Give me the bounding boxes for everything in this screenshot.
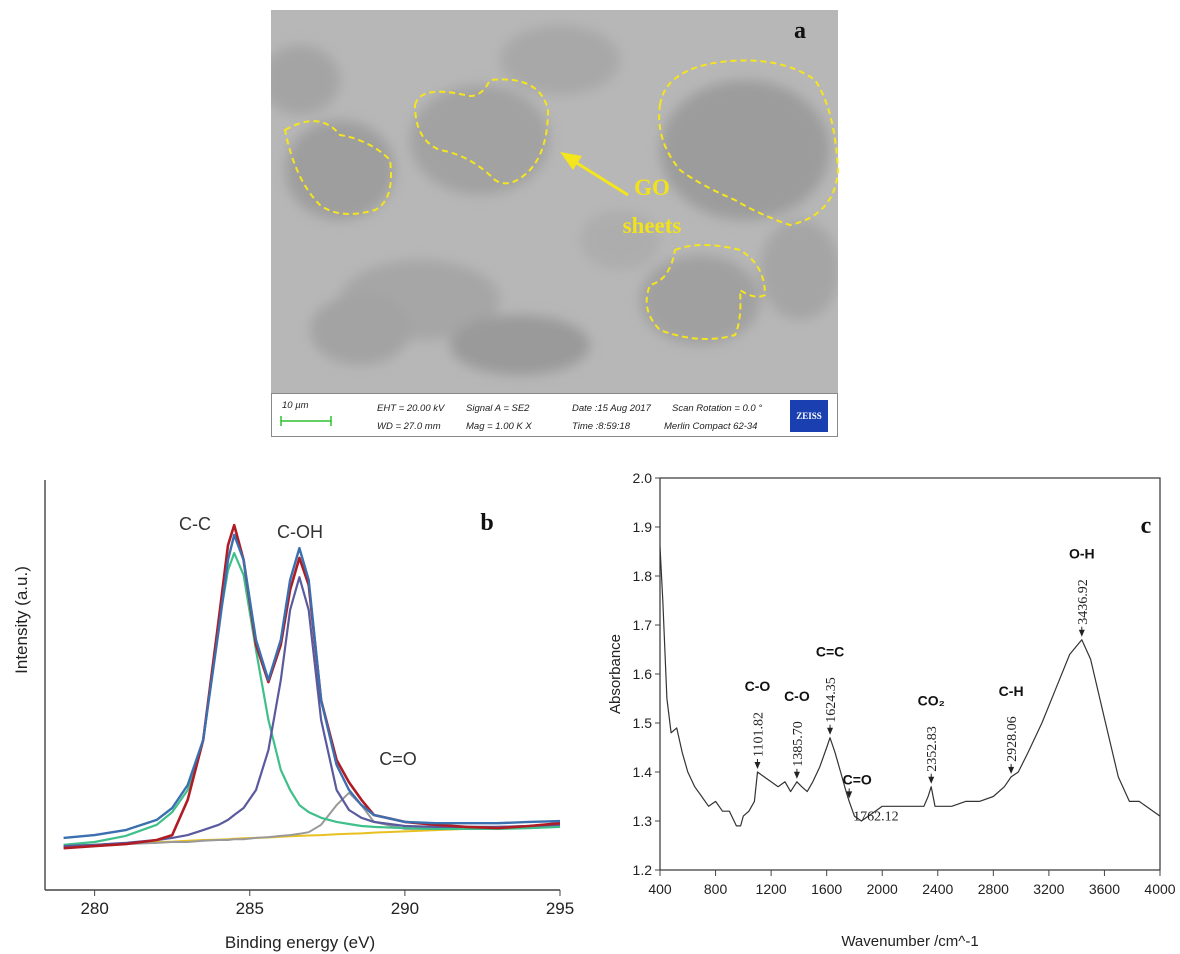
y-tick-label: 1.5 [633, 715, 653, 731]
peak-arrowhead [827, 727, 834, 735]
peak-group: C-H [999, 683, 1024, 699]
peak-value: 1762.12 [853, 809, 899, 824]
x-tick-label: 400 [648, 881, 672, 897]
y-tick-label: 1.4 [633, 764, 653, 780]
peak-value: 1624.35 [824, 677, 839, 723]
data-line [63, 791, 561, 848]
sem-info: Time :8:59:18 [572, 421, 631, 432]
peak-marker: 1385.70 C-O [784, 688, 810, 779]
sem-info: Merlin Compact 62-34 [664, 421, 757, 432]
peak-arrowhead [1008, 766, 1015, 774]
y-tick-label: 2.0 [633, 470, 653, 486]
panel-label: a [794, 18, 806, 44]
peak-marker: 1762.12 C=O [843, 771, 899, 824]
data-line [63, 523, 561, 850]
chart-panel: 400 800 1200 1600 2000 2400 2800 3200 3600 4000 1.… [607, 470, 1176, 950]
peak-value: 3436.92 [1076, 579, 1091, 625]
x-axis-title: Binding energy (eV) [225, 933, 375, 952]
peak-arrowhead [928, 776, 935, 784]
sem-info: Scan Rotation = 0.0 ° [672, 403, 762, 414]
x-tick-label: 1200 [756, 881, 787, 897]
x-tick-label: 295 [546, 899, 574, 918]
chart-panel: 280 285 290 295 Binding energy (eV) Intensity… [12, 480, 574, 952]
x-tick-label: 285 [236, 899, 264, 918]
scale-bar-label: 10 µm [282, 400, 309, 411]
x-tick-label: 2400 [922, 881, 953, 897]
data-line [63, 551, 561, 846]
peak-annotation: C=O [379, 749, 417, 769]
logo: ZEISS [796, 411, 822, 421]
peak-group: C-O [745, 678, 771, 694]
peak-value: 1385.70 [791, 721, 806, 767]
y-tick-label: 1.8 [633, 568, 653, 584]
peak-value: 1101.82 [751, 712, 766, 757]
peak-value: 2352.83 [925, 726, 940, 772]
go-outlines [283, 59, 840, 340]
peak-group: CO₂ [918, 693, 945, 709]
x-axis-title: Wavenumber /cm^-1 [841, 933, 978, 950]
logo-box [790, 400, 828, 432]
scale-bar [280, 416, 332, 426]
peak-arrowhead [793, 771, 800, 779]
x-tick-label: 1600 [811, 881, 842, 897]
sem-info: WD = 27.0 mm [377, 421, 441, 432]
peak-marker: 1101.82 C-O [745, 678, 771, 769]
y-tick-label: 1.9 [633, 519, 653, 535]
peak-value: 2928.06 [1005, 716, 1020, 761]
peak-marker: 2928.06 C-H [999, 683, 1024, 774]
go-arrow [560, 152, 629, 197]
peak-group: C-O [784, 688, 810, 704]
x-tick-label: 800 [704, 881, 728, 897]
peak-annotation: C-C [179, 514, 211, 534]
peak-arrowhead [1078, 629, 1085, 637]
sem-panel: GO sheets a 10 µm EHT = 20.00 kV WD = 27… [271, 10, 840, 437]
data-line [63, 533, 561, 840]
sem-info: Signal A = SE2 [466, 403, 530, 414]
y-axis-title: Absorbance [607, 634, 624, 714]
peak-marker: 3436.92 O-H [1069, 546, 1095, 637]
y-tick-label: 1.2 [633, 862, 653, 878]
sem-info: Mag = 1.00 K X [466, 421, 532, 432]
x-tick-label: 4000 [1144, 881, 1175, 897]
peak-arrowhead [754, 762, 761, 769]
panel-label: c [1141, 513, 1152, 539]
sem-info: Date :15 Aug 2017 [572, 403, 652, 414]
sem-info: EHT = 20.00 kV [377, 403, 446, 414]
go-label: GO [634, 175, 670, 200]
x-tick-label: 2000 [867, 881, 898, 897]
y-axis-title: Intensity (a.u.) [12, 566, 31, 674]
peak-group: O-H [1069, 546, 1095, 562]
panel-label: b [480, 510, 493, 536]
data-line [659, 546, 1161, 827]
sem-info-bar [271, 393, 838, 437]
x-tick-label: 2800 [978, 881, 1009, 897]
peak-marker: 1624.35 C=C [816, 644, 844, 735]
x-tick-label: 290 [391, 899, 419, 918]
x-tick-label: 3200 [1033, 881, 1064, 897]
peak-group: C=C [816, 644, 844, 660]
plot-frame [659, 477, 1161, 871]
x-tick-label: 3600 [1089, 881, 1120, 897]
peak-group: C=O [843, 771, 872, 787]
sem-texture [271, 25, 838, 375]
y-tick-label: 1.6 [633, 666, 653, 682]
y-tick-label: 1.7 [633, 617, 653, 633]
y-tick-label: 1.3 [633, 813, 653, 829]
go-label: sheets [623, 213, 682, 238]
peak-arrowhead [846, 791, 853, 799]
peak-marker: 2352.83 CO₂ [918, 693, 945, 784]
x-tick-label: 280 [80, 899, 108, 918]
data-line [63, 576, 561, 848]
peak-annotation: C-OH [277, 522, 323, 542]
